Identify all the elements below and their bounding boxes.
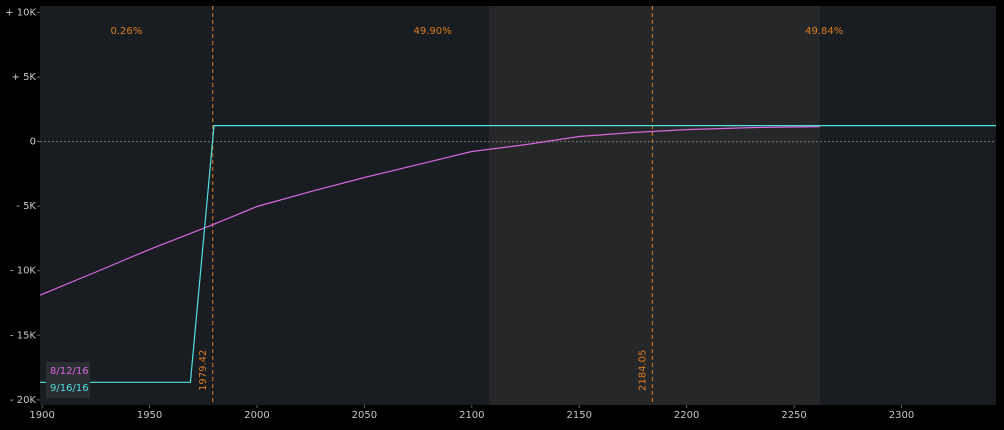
- x-tick-label: 2200: [674, 410, 699, 421]
- probability-label: 49.84%: [805, 26, 843, 37]
- probability-label: 49.90%: [414, 26, 452, 37]
- y-tick-label: + 10K: [5, 7, 36, 18]
- price-line-label: 2184.05: [637, 350, 648, 391]
- y-tick-label: - 15K: [10, 330, 37, 341]
- y-tick-label: + 5K: [12, 72, 37, 83]
- legend-entry: 8/12/16: [50, 366, 89, 377]
- series-line: [39, 126, 820, 296]
- y-tick-label: - 20K: [10, 395, 37, 406]
- x-tick-label: 2300: [889, 410, 914, 421]
- series-line: [40, 124, 996, 383]
- legend-entry: 9/16/16: [50, 383, 89, 394]
- y-tick-label: - 10K: [10, 266, 37, 277]
- x-tick-label: 2050: [352, 410, 377, 421]
- y-tick-label: - 5K: [16, 201, 36, 212]
- x-tick-label: 2000: [244, 410, 269, 421]
- x-tick-label: 1900: [29, 410, 54, 421]
- price-line-label: 1979.42: [198, 350, 209, 391]
- x-tick-label: 2250: [781, 410, 806, 421]
- legend-box: [46, 362, 90, 398]
- x-tick-label: 2150: [567, 410, 592, 421]
- x-tick-label: 1950: [137, 410, 162, 421]
- x-tick-label: 2100: [459, 410, 484, 421]
- legend: 8/12/16 9/16/16: [46, 362, 90, 398]
- probability-label: 0.26%: [110, 26, 142, 37]
- highlight-band: [488, 6, 820, 405]
- y-tick-label: 0: [30, 137, 36, 148]
